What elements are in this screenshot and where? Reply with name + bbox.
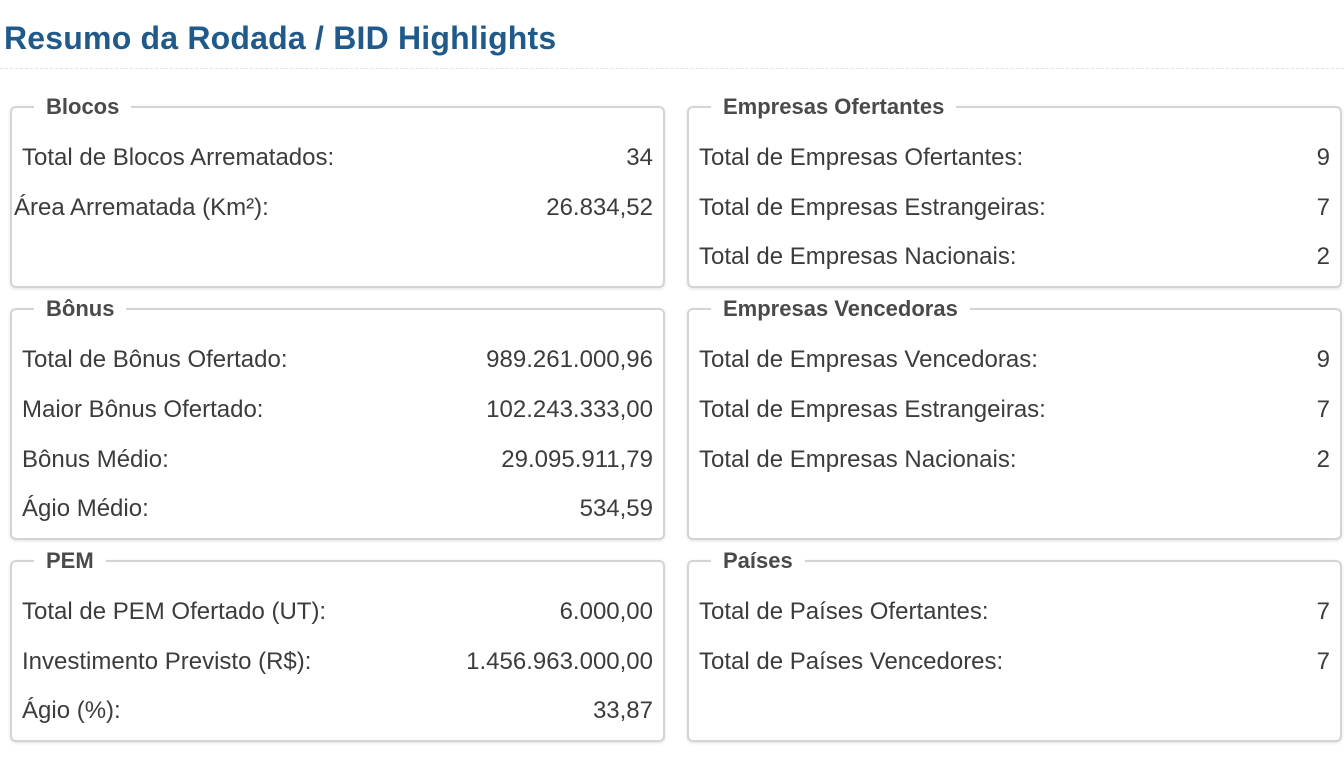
stat-row: Total de Empresas Nacionais: 2 — [689, 239, 1340, 275]
stat-label: Total de Empresas Vencedoras: — [699, 346, 1038, 373]
stat-row: Ágio Médio: 534,59 — [12, 491, 663, 527]
stat-label: Bônus Médio: — [22, 446, 169, 473]
stat-label: Total de Empresas Ofertantes: — [699, 144, 1024, 171]
stat-row: Total de Empresas Ofertantes: 9 — [689, 140, 1340, 176]
stat-label: Total de Empresas Nacionais: — [699, 446, 1017, 473]
stat-row: Total de Países Ofertantes: 7 — [689, 594, 1340, 630]
stat-row: Total de Blocos Arrematados: 34 — [12, 140, 663, 176]
stat-row: Total de Bônus Ofertado: 989.261.000,96 — [12, 342, 663, 378]
panel-legend: Empresas Vencedoras — [711, 296, 970, 322]
stat-value: 102.243.333,00 — [486, 396, 653, 423]
stat-label: Total de Empresas Nacionais: — [699, 243, 1017, 270]
stat-label: Maior Bônus Ofertado: — [22, 396, 264, 423]
stat-value: 7 — [1316, 598, 1330, 625]
panel-bonus: Bônus Total de Bônus Ofertado: 989.261.0… — [10, 296, 665, 540]
stat-label: Total de PEM Ofertado (UT): — [22, 598, 327, 625]
stat-row: Total de Empresas Nacionais: 2 — [689, 442, 1340, 478]
stat-row: Ágio (%): 33,87 — [12, 693, 663, 729]
stat-value: 989.261.000,96 — [486, 346, 653, 373]
stat-label: Área Arrematada (Km²): — [14, 194, 269, 221]
stat-value: 6.000,00 — [559, 598, 653, 625]
stat-row: Total de Empresas Vencedoras: 9 — [689, 342, 1340, 378]
stat-label: Total de Bônus Ofertado: — [22, 346, 288, 373]
stat-row: Investimento Previsto (R$): 1.456.963.00… — [12, 644, 663, 680]
stat-value: 29.095.911,79 — [501, 446, 653, 473]
stat-row: Área Arrematada (Km²): 26.834,52 — [12, 190, 663, 226]
panel-empresas-ofertantes: Empresas Ofertantes Total de Empresas Of… — [687, 94, 1342, 288]
stat-row: Total de PEM Ofertado (UT): 6.000,00 — [12, 594, 663, 630]
stat-value: 7 — [1316, 396, 1330, 423]
stat-label: Total de Empresas Estrangeiras: — [699, 194, 1046, 221]
stat-value: 9 — [1316, 144, 1330, 171]
stat-value: 9 — [1316, 346, 1330, 373]
stat-value: 1.456.963.000,00 — [466, 648, 653, 675]
stat-value: 26.834,52 — [546, 194, 653, 221]
stat-label: Investimento Previsto (R$): — [22, 648, 312, 675]
stat-row: Total de Países Vencedores: 7 — [689, 644, 1340, 680]
stat-row: Total de Empresas Estrangeiras: 7 — [689, 392, 1340, 428]
panel-legend: Blocos — [34, 94, 132, 120]
stat-label: Ágio (%): — [22, 697, 121, 724]
stat-row: Bônus Médio: 29.095.911,79 — [12, 442, 663, 478]
panel-legend: Países — [711, 548, 805, 574]
stat-value: 33,87 — [592, 697, 653, 724]
stat-value: 7 — [1316, 194, 1330, 221]
stat-row: Total de Empresas Estrangeiras: 7 — [689, 190, 1340, 226]
panel-blocos: Blocos Total de Blocos Arrematados: 34 Á… — [10, 94, 665, 288]
stat-value: 2 — [1316, 446, 1330, 473]
panel-empresas-vencedoras: Empresas Vencedoras Total de Empresas Ve… — [687, 296, 1342, 540]
stat-value: 534,59 — [579, 495, 653, 522]
panel-legend: PEM — [34, 548, 106, 574]
stat-value: 2 — [1316, 243, 1330, 270]
stat-label: Total de Países Ofertantes: — [699, 598, 989, 625]
title-divider — [0, 68, 1344, 69]
page-title: Resumo da Rodada / BID Highlights — [4, 20, 557, 56]
panel-legend: Bônus — [34, 296, 127, 322]
stat-label: Total de Países Vencedores: — [699, 648, 1004, 675]
stat-value: 34 — [626, 144, 653, 171]
panel-pem: PEM Total de PEM Ofertado (UT): 6.000,00… — [10, 548, 665, 742]
panel-paises: Países Total de Países Ofertantes: 7 Tot… — [687, 548, 1342, 742]
panel-legend: Empresas Ofertantes — [711, 94, 957, 120]
stat-label: Total de Blocos Arrematados: — [22, 144, 335, 171]
stat-label: Total de Empresas Estrangeiras: — [699, 396, 1046, 423]
stat-value: 7 — [1316, 648, 1330, 675]
stat-row: Maior Bônus Ofertado: 102.243.333,00 — [12, 392, 663, 428]
stat-label: Ágio Médio: — [22, 495, 149, 522]
